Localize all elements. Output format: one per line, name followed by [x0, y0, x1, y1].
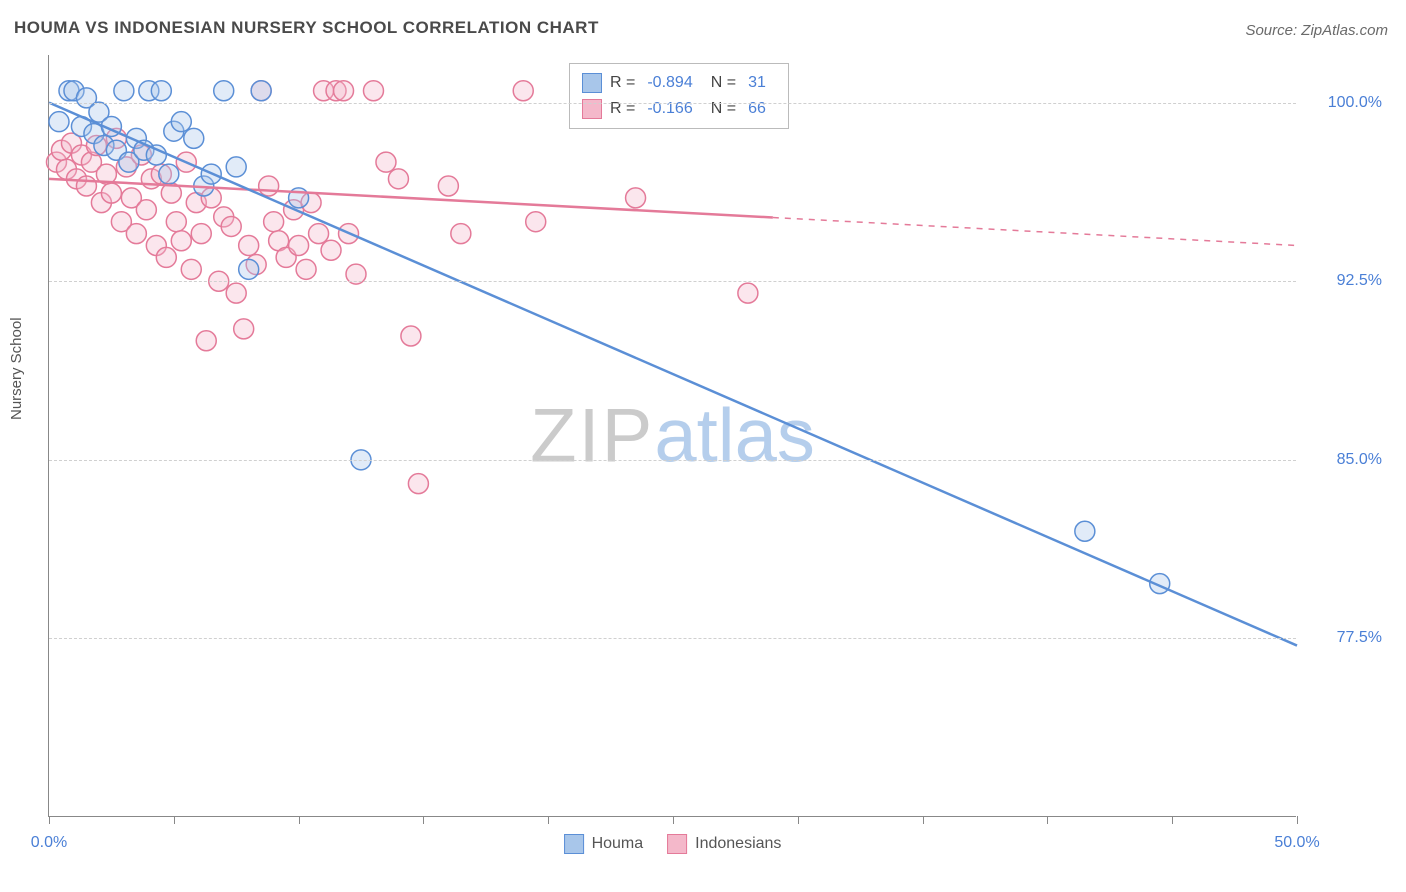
y-tick-label: 85.0%: [1337, 451, 1382, 469]
legend-stat-row: R = -0.894 N = 31: [582, 70, 776, 96]
scatter-point-houma: [214, 81, 234, 101]
scatter-point-houma: [251, 81, 271, 101]
scatter-point-indonesians: [363, 81, 383, 101]
legend-stat-row: R =-0.166N =66: [582, 96, 776, 122]
scatter-point-indonesians: [309, 224, 329, 244]
x-tick: [548, 816, 549, 824]
legend-swatch: [667, 834, 687, 854]
scatter-point-indonesians: [126, 224, 146, 244]
scatter-point-indonesians: [156, 247, 176, 267]
scatter-point-indonesians: [401, 326, 421, 346]
scatter-point-indonesians: [526, 212, 546, 232]
x-tick: [423, 816, 424, 824]
x-tick-label: 0.0%: [31, 834, 67, 852]
chart-title: HOUMA VS INDONESIAN NURSERY SCHOOL CORRE…: [14, 18, 599, 38]
y-tick-label: 92.5%: [1337, 272, 1382, 290]
scatter-point-indonesians: [438, 176, 458, 196]
scatter-point-houma: [49, 112, 69, 132]
x-tick: [49, 816, 50, 824]
legend-swatch: [564, 834, 584, 854]
legend-label: Houma: [592, 835, 644, 853]
scatter-point-indonesians: [376, 152, 396, 172]
scatter-point-indonesians: [334, 81, 354, 101]
scatter-point-houma: [159, 164, 179, 184]
scatter-point-indonesians: [191, 224, 211, 244]
gridline-horizontal: [49, 460, 1296, 461]
scatter-point-indonesians: [239, 236, 259, 256]
scatter-point-indonesians: [296, 259, 316, 279]
scatter-point-houma: [114, 81, 134, 101]
x-tick-label: 50.0%: [1274, 834, 1319, 852]
scatter-point-indonesians: [289, 236, 309, 256]
scatter-point-indonesians: [136, 200, 156, 220]
legend-bottom: Houma Indonesians: [564, 834, 782, 854]
scatter-point-houma: [171, 112, 191, 132]
scatter-point-houma: [151, 81, 171, 101]
x-tick: [1297, 816, 1298, 824]
y-tick-label: 77.5%: [1337, 629, 1382, 647]
legend-n-label: N =: [711, 74, 736, 92]
scatter-point-indonesians: [171, 231, 191, 251]
scatter-point-houma: [1075, 521, 1095, 541]
scatter-point-indonesians: [221, 216, 241, 236]
scatter-point-indonesians: [234, 319, 254, 339]
scatter-point-indonesians: [181, 259, 201, 279]
scatter-point-indonesians: [259, 176, 279, 196]
scatter-point-indonesians: [226, 283, 246, 303]
scatter-point-indonesians: [738, 283, 758, 303]
legend-stats-box: R = -0.894 N = 31 R =-0.166N =66: [569, 63, 789, 129]
y-axis-label: Nursery School: [8, 317, 25, 420]
x-tick: [1047, 816, 1048, 824]
legend-n-value: 31: [748, 74, 766, 92]
scatter-point-indonesians: [513, 81, 533, 101]
x-tick: [174, 816, 175, 824]
legend-swatch: [582, 73, 602, 93]
scatter-point-indonesians: [166, 212, 186, 232]
gridline-horizontal: [49, 638, 1296, 639]
trend-line-houma: [49, 103, 1297, 646]
x-tick: [1172, 816, 1173, 824]
scatter-point-indonesians: [264, 212, 284, 232]
gridline-horizontal: [49, 103, 1296, 104]
scatter-point-indonesians: [321, 240, 341, 260]
gridline-horizontal: [49, 281, 1296, 282]
y-tick-label: 100.0%: [1328, 94, 1382, 112]
scatter-point-indonesians: [76, 176, 96, 196]
legend-item: Houma: [564, 834, 644, 854]
x-tick: [923, 816, 924, 824]
scatter-point-houma: [239, 259, 259, 279]
scatter-point-indonesians: [408, 474, 428, 494]
plot-area: ZIPatlas R =-0.894N =31R =-0.166N =66 Ho…: [48, 55, 1296, 817]
scatter-point-houma: [226, 157, 246, 177]
legend-r-label: R =: [610, 74, 635, 92]
trend-line-dashed-indonesians: [773, 217, 1297, 245]
trend-line-indonesians: [49, 179, 773, 218]
scatter-point-indonesians: [101, 183, 121, 203]
scatter-point-indonesians: [451, 224, 471, 244]
scatter-point-houma: [184, 128, 204, 148]
scatter-point-indonesians: [196, 331, 216, 351]
x-tick: [673, 816, 674, 824]
scatter-point-indonesians: [388, 169, 408, 189]
source-label: Source: ZipAtlas.com: [1245, 22, 1388, 39]
x-tick: [798, 816, 799, 824]
x-tick: [299, 816, 300, 824]
legend-r-value: -0.894: [647, 74, 692, 92]
scatter-point-indonesians: [626, 188, 646, 208]
legend-item: Indonesians: [667, 834, 781, 854]
chart-svg: [49, 55, 1296, 816]
legend-label: Indonesians: [695, 835, 781, 853]
